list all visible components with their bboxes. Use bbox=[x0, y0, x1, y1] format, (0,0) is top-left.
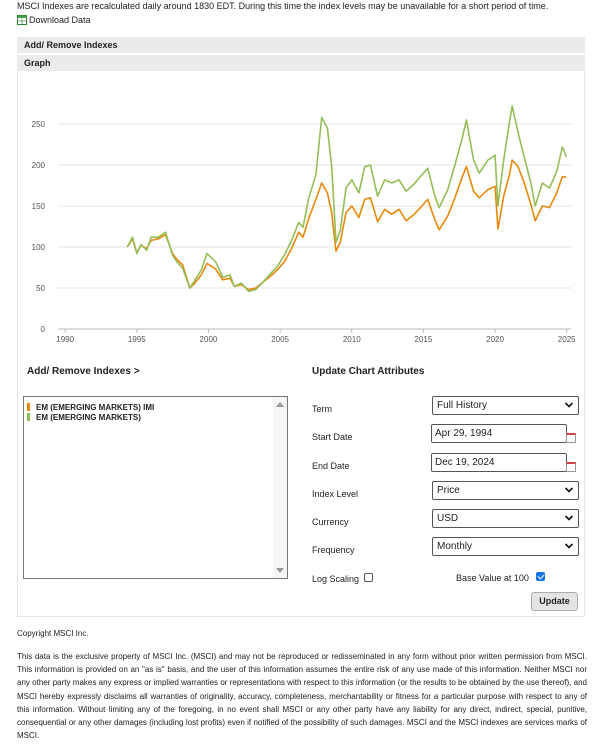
frequency-value: Monthly bbox=[437, 541, 473, 552]
y-tick-label: 0 bbox=[41, 325, 46, 334]
start-date-input[interactable]: Apr 29, 1994 bbox=[431, 424, 567, 443]
disclaimer-text: This data is the exclusive property of M… bbox=[17, 652, 587, 741]
chart-panel bbox=[17, 71, 585, 617]
update-chart-attributes-heading: Update Chart Attributes bbox=[312, 366, 425, 377]
x-tick-label: 2015 bbox=[415, 335, 433, 344]
series-color-swatch bbox=[27, 413, 30, 421]
chevron-down-icon bbox=[564, 543, 574, 549]
x-tick-label: 2010 bbox=[343, 335, 361, 344]
index-performance-chart: 0 50 100 150 200 250 1990 1995 2000 2005 2010 2015 2… bbox=[32, 105, 576, 344]
copyright-text: Copyright MSCI Inc. bbox=[17, 629, 89, 638]
recalculation-notice: MSCI Indexes are recalculated daily arou… bbox=[17, 1, 549, 11]
log-scaling-label: Log Scaling bbox=[312, 574, 360, 584]
update-button[interactable]: Update bbox=[531, 592, 578, 611]
index-item-label: EM (EMERGING MARKETS) bbox=[36, 412, 141, 422]
listbox-scrollbar[interactable] bbox=[273, 397, 287, 578]
frequency-select[interactable]: Monthly bbox=[432, 537, 579, 556]
x-tick-label: 2000 bbox=[200, 335, 218, 344]
x-tick-label: 1995 bbox=[128, 335, 146, 344]
calendar-icon[interactable] bbox=[566, 433, 576, 443]
y-tick-label: 100 bbox=[32, 243, 46, 252]
end-date-input[interactable]: Dec 19, 2024 bbox=[431, 453, 567, 472]
y-tick-label: 50 bbox=[36, 284, 45, 293]
index-item-label: EM (EMERGING MARKETS) IMI bbox=[36, 402, 155, 412]
term-label: Term bbox=[312, 404, 332, 414]
add-remove-indexes-bar[interactable]: Add/ Remove Indexes bbox=[17, 37, 585, 53]
series-color-swatch bbox=[27, 403, 30, 411]
chevron-down-icon bbox=[564, 487, 574, 493]
series-line-em bbox=[126, 105, 568, 293]
index-level-label: Index Level bbox=[312, 489, 359, 499]
series-line-em-imi bbox=[126, 159, 567, 291]
currency-select[interactable]: USD bbox=[432, 509, 579, 528]
end-date-label: End Date bbox=[312, 461, 350, 471]
index-level-value: Price bbox=[437, 485, 460, 496]
chevron-down-icon bbox=[564, 402, 574, 408]
calendar-icon[interactable] bbox=[566, 462, 576, 472]
y-tick-label: 150 bbox=[32, 202, 46, 211]
log-scaling-checkbox[interactable] bbox=[364, 573, 373, 582]
scroll-up-arrow-icon[interactable] bbox=[276, 402, 284, 407]
index-listbox[interactable]: EM (EMERGING MARKETS) IMI EM (EMERGING M… bbox=[23, 396, 288, 579]
currency-label: Currency bbox=[312, 517, 349, 527]
download-data-link[interactable]: Download Data bbox=[17, 15, 91, 25]
graph-bar: Graph bbox=[17, 55, 585, 71]
spreadsheet-icon bbox=[17, 15, 27, 25]
base-value-checkbox[interactable] bbox=[536, 572, 545, 581]
x-tick-label: 2005 bbox=[271, 335, 289, 344]
y-tick-label: 200 bbox=[32, 161, 46, 170]
end-date-value: Dec 19, 2024 bbox=[435, 457, 495, 468]
start-date-value: Apr 29, 1994 bbox=[435, 428, 493, 439]
currency-value: USD bbox=[437, 513, 459, 524]
chevron-down-icon bbox=[564, 515, 574, 521]
base-value-label: Base Value at 100 bbox=[456, 573, 529, 583]
x-tick-label: 2020 bbox=[486, 335, 504, 344]
frequency-label: Frequency bbox=[312, 545, 355, 555]
term-select[interactable]: Full History bbox=[432, 396, 579, 415]
add-remove-indexes-heading[interactable]: Add/ Remove Indexes > bbox=[27, 366, 140, 377]
download-data-label: Download Data bbox=[29, 15, 91, 25]
index-item-em-imi[interactable]: EM (EMERGING MARKETS) IMI bbox=[27, 402, 287, 412]
index-item-em[interactable]: EM (EMERGING MARKETS) bbox=[27, 412, 287, 422]
y-tick-label: 250 bbox=[32, 120, 46, 129]
term-select-value: Full History bbox=[437, 400, 488, 411]
start-date-label: Start Date bbox=[312, 432, 353, 442]
scroll-down-arrow-icon[interactable] bbox=[276, 568, 284, 573]
x-tick-label: 2025 bbox=[558, 335, 576, 344]
x-tick-label: 1990 bbox=[56, 335, 74, 344]
index-level-select[interactable]: Price bbox=[432, 481, 579, 500]
